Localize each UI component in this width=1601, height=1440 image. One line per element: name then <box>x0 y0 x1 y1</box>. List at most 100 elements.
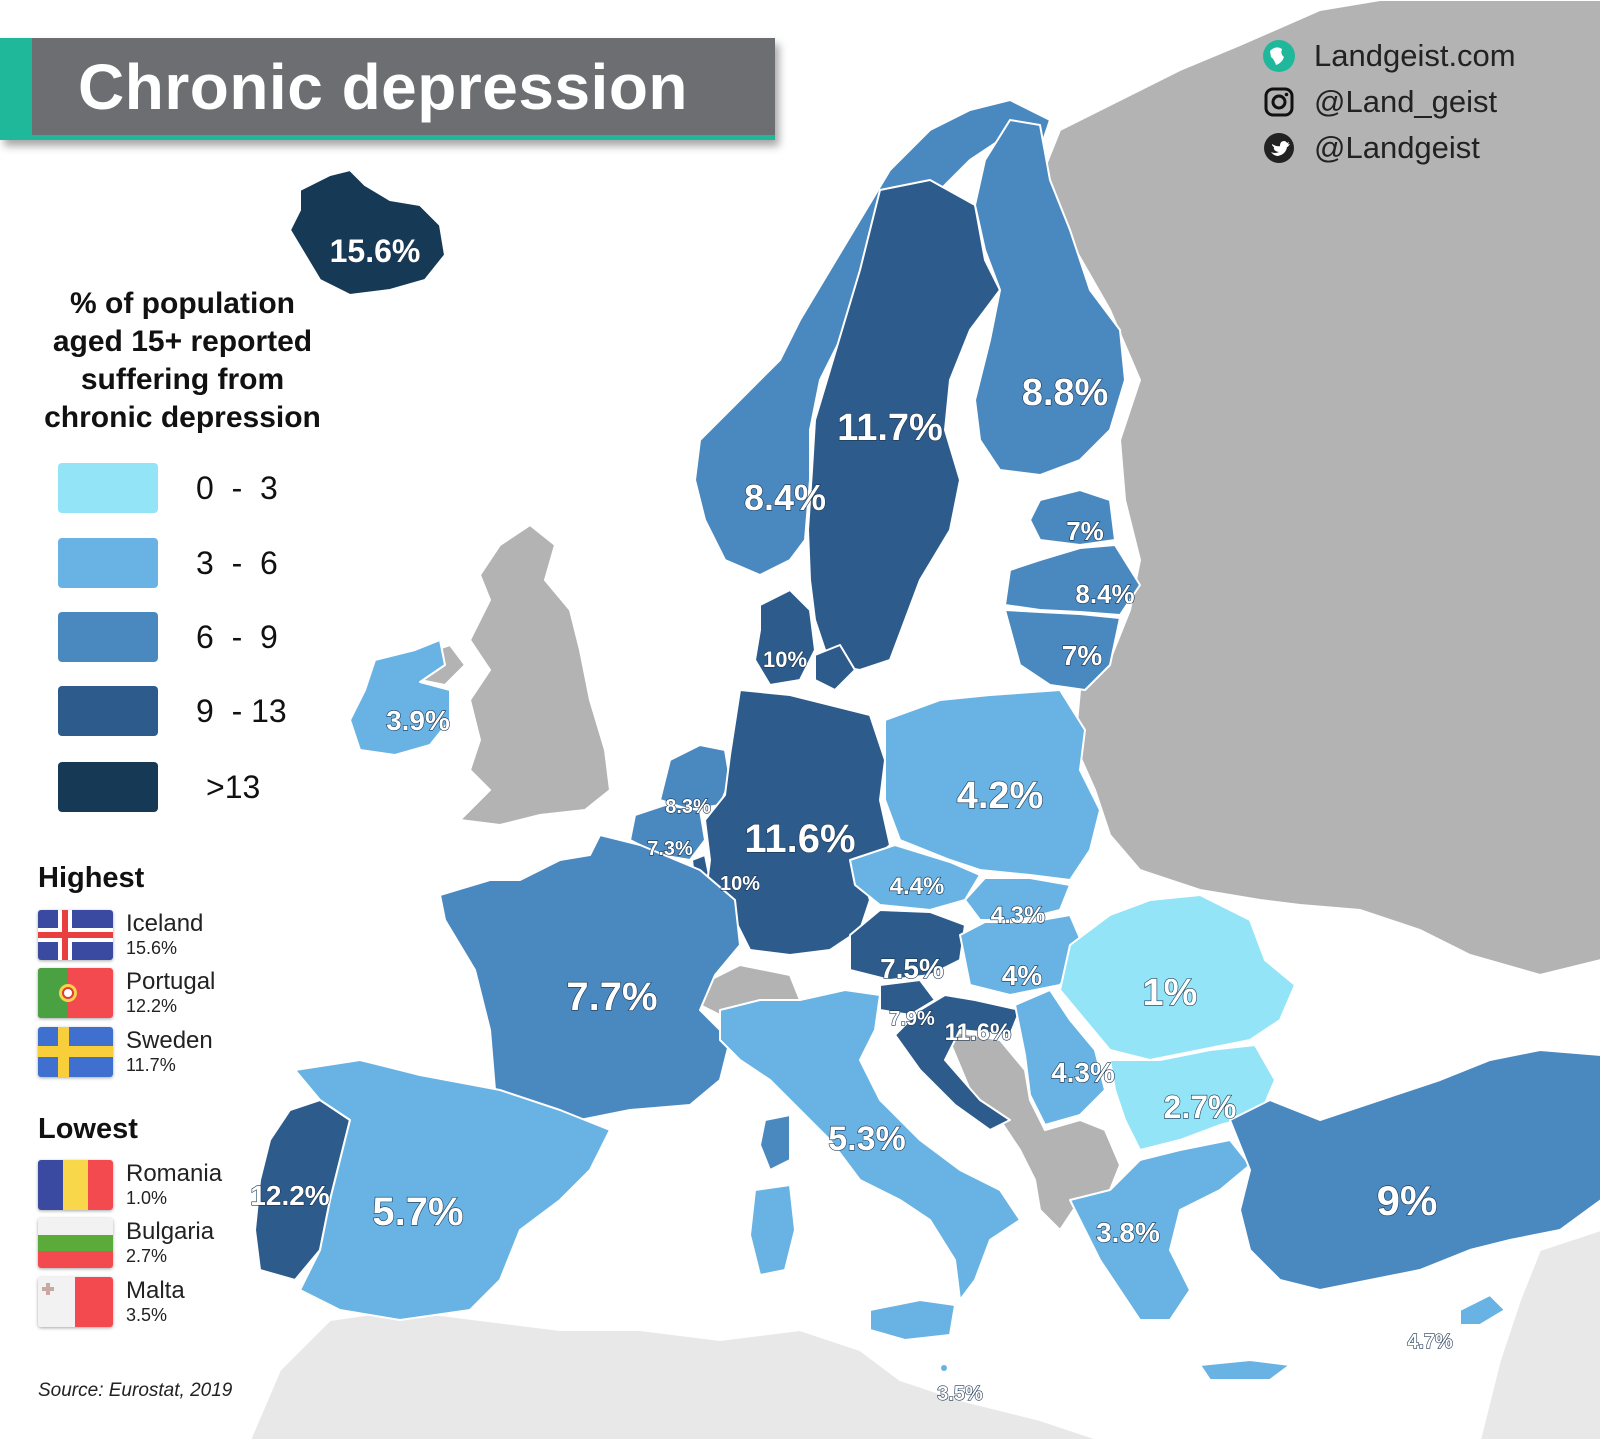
portugal-flag-icon <box>38 968 113 1018</box>
turkey-region <box>1229 1049 1601 1291</box>
lowest-value: 2.7% <box>126 1246 168 1266</box>
label-belgium: 7.3% <box>647 838 693 860</box>
social-instagram: @Land_geist <box>1262 82 1497 122</box>
bulgaria-flag-icon <box>38 1218 113 1268</box>
social-website-text: Landgeist.com <box>1314 38 1516 73</box>
social-website: Landgeist.com <box>1262 36 1516 76</box>
highest-value: 11.7% <box>126 1055 176 1075</box>
label-bulgaria: 2.7% <box>1164 1089 1237 1125</box>
poland-region <box>884 689 1101 881</box>
label-malta: 3.5% <box>937 1383 983 1405</box>
legend-title-line: chronic depression <box>44 401 321 434</box>
croatia-region <box>894 994 1021 1131</box>
legend-label-4: >13 <box>206 769 261 805</box>
label-slovenia: 7.9% <box>889 1008 935 1030</box>
highest-title: Highest <box>38 862 145 894</box>
legend-label-2: 6 - 9 <box>196 619 278 655</box>
source-note: Source: Eurostat, 2019 <box>38 1380 233 1401</box>
legend-label-0: 0 - 3 <box>196 470 278 506</box>
label-luxembourg: 10% <box>720 873 760 895</box>
greece-region <box>1069 1139 1251 1321</box>
legend-swatch-1 <box>58 538 158 588</box>
lowest-name: Bulgaria <box>126 1218 215 1245</box>
label-greece: 3.8% <box>1096 1217 1160 1248</box>
romania-flag-icon <box>38 1160 113 1210</box>
estonia-region <box>1029 489 1116 546</box>
social-instagram-text: @Land_geist <box>1314 84 1498 119</box>
highest-name: Portugal <box>126 968 216 995</box>
label-norway: 8.4% <box>744 477 826 518</box>
page-title: Chronic depression <box>78 51 688 123</box>
label-finland: 8.8% <box>1022 372 1109 414</box>
label-lithuania: 7% <box>1062 640 1103 671</box>
label-denmark: 10% <box>763 647 807 672</box>
label-cyprus: 4.7% <box>1407 1331 1453 1353</box>
label-czechia: 4.4% <box>890 873 945 900</box>
twitter-icon <box>1262 131 1296 165</box>
countries <box>254 99 1601 1381</box>
label-germany: 11.6% <box>744 817 855 861</box>
title-accent-bar <box>0 38 32 140</box>
crete-region <box>1199 1359 1291 1381</box>
label-romania: 1% <box>1143 972 1198 1014</box>
label-slovakia: 4.3% <box>991 902 1046 929</box>
social-twitter-text: @Landgeist <box>1314 130 1480 165</box>
legend-title-line: % of population <box>70 287 295 320</box>
legend-swatch-3 <box>58 686 158 736</box>
label-serbia: 4.3% <box>1051 1057 1115 1088</box>
background-land <box>248 0 1601 1440</box>
legend-title: % of population aged 15+ reported suffer… <box>20 285 345 437</box>
legend-swatch-4 <box>58 762 158 812</box>
latvia-region <box>1004 544 1141 616</box>
sardinia-region <box>749 1184 796 1276</box>
cyprus-region <box>1459 1294 1506 1326</box>
italy-region <box>719 989 1021 1301</box>
legend-swatch-0 <box>58 463 158 513</box>
label-portugal: 12.2% <box>250 1180 329 1211</box>
serbia-region <box>1014 989 1106 1126</box>
label-sweden: 11.7% <box>837 407 943 449</box>
country-labels: 15.6% 8.4% 11.7% 8.8% 7% 8.4% 7% 10% 3.9… <box>250 232 1454 1405</box>
legend-title-line: suffering from <box>80 363 285 396</box>
sweden-flag-icon <box>38 1027 113 1077</box>
globe-icon <box>1262 39 1296 73</box>
label-croatia: 11.6% <box>945 1019 1012 1046</box>
social-twitter: @Landgeist <box>1262 128 1480 168</box>
legend-swatch-2 <box>58 612 158 662</box>
label-poland: 4.2% <box>957 775 1044 817</box>
slovakia-region <box>964 877 1071 921</box>
denmark-region <box>754 589 816 686</box>
finland-region <box>974 119 1126 476</box>
title-underline <box>32 135 775 140</box>
lowest-title: Lowest <box>38 1113 138 1145</box>
austria-region <box>849 909 966 981</box>
corsica-region <box>759 1114 791 1171</box>
romania-region <box>1059 894 1296 1061</box>
label-netherlands: 8.3% <box>665 796 711 818</box>
label-ireland: 3.9% <box>386 705 450 736</box>
label-italy: 5.3% <box>828 1120 906 1158</box>
lithuania-region <box>1004 609 1121 691</box>
label-hungary: 4% <box>1002 960 1043 991</box>
lowest-value: 3.5% <box>126 1305 168 1325</box>
highest-name: Iceland <box>126 910 204 937</box>
germany-region <box>704 689 891 956</box>
denmark-islands <box>814 644 856 691</box>
lowest-value: 1.0% <box>126 1188 168 1208</box>
belgium-region <box>629 804 706 861</box>
iceland-flag-icon <box>38 910 113 960</box>
highest-value: 12.2% <box>126 996 178 1016</box>
label-spain: 5.7% <box>372 1190 463 1234</box>
highest-value: 15.6% <box>126 938 178 958</box>
legend-label-1: 3 - 6 <box>196 545 278 581</box>
label-austria: 7.5% <box>880 953 944 984</box>
legend-label-3: 9 - 13 <box>196 693 287 729</box>
legend-title-line: aged 15+ reported <box>52 325 313 358</box>
label-iceland: 15.6% <box>330 233 421 269</box>
lowest-name: Romania <box>126 1160 223 1187</box>
iceland-region <box>289 169 446 296</box>
label-turkey: 9% <box>1377 1177 1438 1224</box>
malta-flag-icon <box>38 1277 113 1327</box>
instagram-icon <box>1262 85 1296 119</box>
